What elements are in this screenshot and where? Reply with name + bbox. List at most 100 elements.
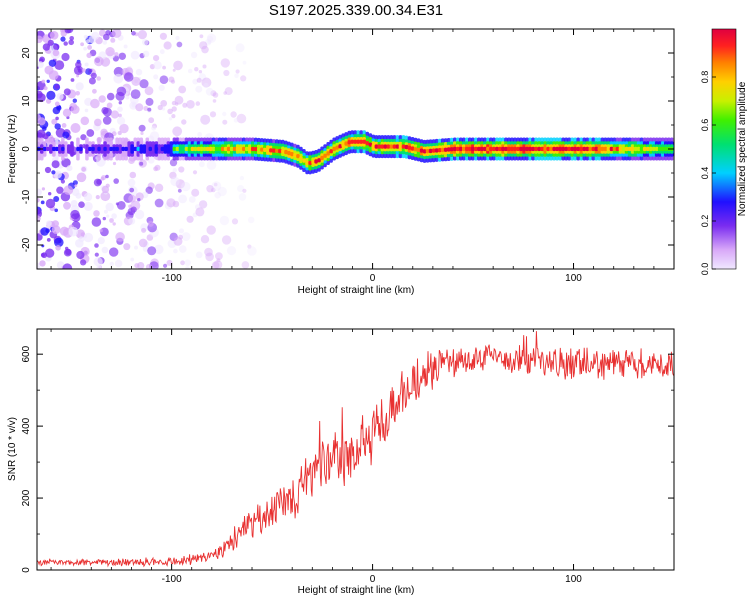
noise-blob — [125, 95, 130, 100]
snr-frame — [36, 328, 675, 571]
noise-blob — [63, 185, 74, 195]
ridge-cell — [543, 146, 547, 152]
noise-blob — [40, 200, 45, 205]
noise-blob — [44, 166, 52, 174]
noise-blob — [178, 166, 185, 173]
ridge-cell — [419, 148, 424, 153]
noise-blob — [94, 243, 99, 248]
noise-blob — [54, 60, 65, 70]
ridge-cell — [549, 146, 553, 152]
ridge-cell — [148, 146, 152, 152]
noise-blob — [112, 161, 117, 166]
noise-blob — [212, 92, 219, 98]
ridge-cell — [446, 147, 451, 152]
spectrogram-ytick-label: -10 — [21, 189, 32, 204]
noise-blob — [100, 191, 111, 202]
noise-blob — [171, 100, 177, 106]
spectrogram-xtick-label: 100 — [565, 273, 582, 284]
noise-blob — [46, 90, 56, 100]
noise-blob — [172, 168, 177, 173]
ridge-cell — [88, 146, 92, 152]
noise-blob — [170, 176, 180, 187]
noise-blob — [186, 215, 194, 223]
colorbar: 0.0 0.2 0.4 0.6 0.8 Normalized spectral ampl… — [700, 28, 748, 275]
ridge-cell — [302, 158, 306, 163]
noise-blob — [70, 105, 80, 114]
noise-blob — [48, 192, 52, 196]
noise-blob — [115, 232, 125, 242]
noise-blob — [64, 29, 72, 34]
ridge-cell — [178, 146, 183, 152]
ridge-cell — [459, 146, 463, 152]
noise-blob — [44, 65, 54, 75]
ridge-cell — [389, 144, 394, 149]
noise-blob — [113, 66, 124, 77]
ridge-cell — [471, 146, 475, 152]
ridge-cell — [160, 146, 165, 152]
noise-blob — [116, 86, 127, 97]
noise-blob — [110, 37, 116, 43]
ridge-cell — [76, 146, 80, 152]
colorbar-tick-label: 0.8 — [700, 71, 710, 84]
noise-blob — [192, 78, 199, 85]
noise-blob — [65, 248, 72, 255]
ridge-cell — [91, 146, 95, 152]
colorbar-ticks: 0.0 0.2 0.4 0.6 0.8 — [700, 71, 716, 275]
ridge-cell — [579, 146, 584, 152]
noise-blob — [137, 198, 141, 202]
noise-blob — [37, 215, 41, 222]
noise-blob — [154, 183, 164, 192]
noise-blob — [147, 220, 154, 227]
noise-blob — [143, 106, 149, 111]
ridge-cell — [139, 146, 143, 152]
ridge-cell — [567, 146, 571, 152]
ridge-cell — [636, 146, 641, 152]
ridge-cell — [591, 146, 596, 152]
ridge-cell — [248, 146, 252, 152]
noise-blob — [201, 45, 209, 54]
noise-blob — [139, 161, 144, 166]
ridge-cell — [187, 146, 192, 152]
noise-blob — [91, 217, 102, 227]
ridge-cell — [609, 146, 614, 152]
ridge-cell — [229, 146, 234, 152]
noise-blob — [219, 215, 230, 226]
snr-ylabel: SNR (10 * v/v) — [7, 417, 18, 481]
ridge-cell — [525, 146, 529, 152]
noise-blob — [195, 101, 201, 106]
noise-blob — [97, 237, 105, 245]
ridge-cell — [362, 139, 366, 144]
noise-blob — [222, 111, 227, 117]
ridge-cell — [314, 159, 318, 164]
ridge-cell — [239, 146, 243, 152]
noise-blob — [231, 218, 239, 225]
ridge-cell — [151, 144, 155, 154]
noise-blob — [54, 101, 60, 107]
ridge-cell — [55, 146, 59, 152]
snr-ytick-label: 400 — [21, 417, 32, 434]
noise-blob — [72, 98, 78, 103]
noise-blob — [83, 46, 87, 51]
noise-blob — [51, 170, 56, 175]
ridge-cell — [474, 146, 478, 152]
noise-blob — [119, 123, 129, 134]
ridge-cell — [654, 146, 659, 152]
noise-blob — [198, 73, 207, 81]
noise-blob — [163, 263, 168, 268]
ridge-cell — [374, 144, 379, 149]
noise-blob — [247, 216, 255, 224]
noise-blob — [94, 252, 99, 257]
noise-blob — [53, 196, 60, 202]
noise-blob — [56, 105, 62, 111]
ridge-cell — [260, 147, 264, 152]
ridge-cell — [341, 142, 345, 148]
ridge-cell — [242, 146, 246, 152]
noise-blob — [88, 77, 96, 85]
ridge-cell — [67, 146, 71, 152]
ridge-cell — [453, 146, 457, 152]
colorbar-tick-label: 0.2 — [700, 215, 710, 228]
noise-blob — [61, 123, 67, 128]
snr-xtick-label: -100 — [162, 574, 182, 585]
noise-blob — [180, 260, 186, 266]
